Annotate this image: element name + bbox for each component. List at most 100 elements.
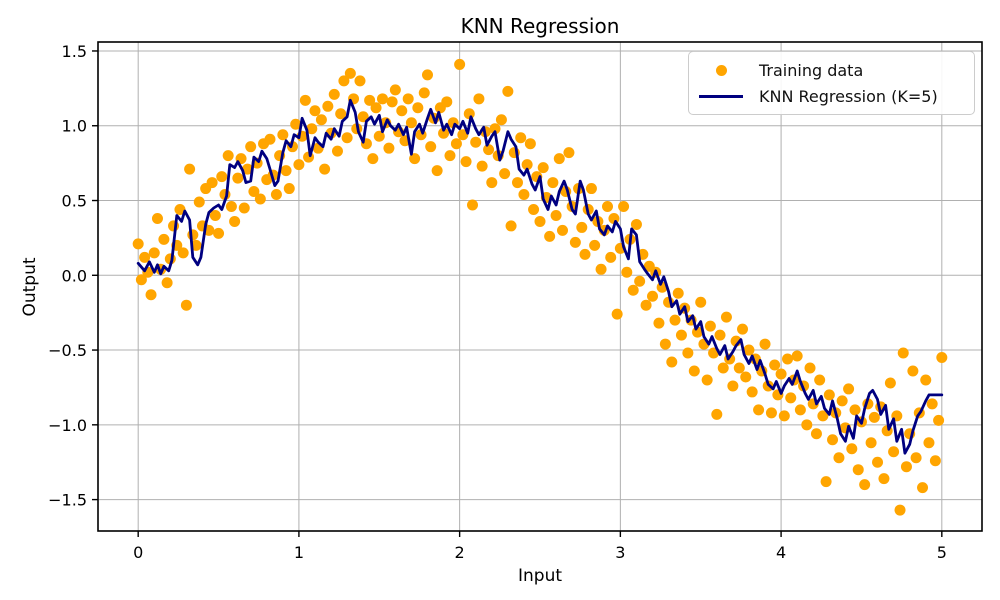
scatter-point [421, 69, 433, 81]
scatter-point [528, 203, 540, 215]
scatter-point [865, 437, 877, 449]
scatter-point [412, 102, 424, 114]
scatter-point [926, 398, 938, 410]
scatter-point [254, 193, 266, 205]
scatter-point [634, 275, 646, 287]
scatter-point [897, 347, 909, 359]
scatter-point [306, 123, 318, 135]
scatter-point [139, 251, 151, 263]
scatter-point [833, 452, 845, 464]
scatter-point [177, 247, 189, 259]
y-tick-label: −1.0 [48, 416, 87, 435]
scatter-point [229, 215, 241, 227]
scatter-point [518, 189, 530, 201]
scatter-point [534, 215, 546, 227]
scatter-point [309, 105, 321, 117]
scatter-point [515, 132, 527, 144]
scatter-point [672, 287, 684, 299]
scatter-point [521, 159, 533, 171]
scatter-point [550, 209, 562, 221]
scatter-point [557, 224, 569, 236]
scatter-point [341, 132, 353, 144]
scatter-point [923, 437, 935, 449]
chart-title: KNN Regression [460, 14, 620, 38]
scatter-point [499, 168, 511, 180]
scatter-point [563, 147, 575, 159]
scatter-point [872, 456, 884, 468]
scatter-point [589, 239, 601, 251]
scatter-point [823, 389, 835, 401]
scatter-point [270, 189, 282, 201]
scatter-point [711, 408, 723, 420]
scatter-point [746, 386, 758, 398]
axes-frame [97, 41, 983, 532]
scatter-point [714, 329, 726, 341]
scatter-point [933, 414, 945, 426]
scatter-point [454, 58, 466, 70]
scatter-point [769, 359, 781, 371]
legend: Training data KNN Regression (K=5) [688, 51, 975, 115]
scatter-point [483, 144, 495, 156]
scatter-point [389, 84, 401, 96]
scatter-point [704, 320, 716, 332]
scatter-point [775, 368, 787, 380]
scatter-point [524, 138, 536, 150]
scatter-point [701, 374, 713, 386]
training-data-dot-icon [715, 64, 727, 76]
scatter-point [675, 329, 687, 341]
legend-label-training-data: Training data [759, 60, 864, 80]
scatter-point [489, 123, 501, 135]
scatter-point [611, 308, 623, 320]
legend-marker-box [697, 94, 745, 98]
scatter-point [659, 338, 671, 350]
scatter-point [618, 200, 630, 212]
scatter-point [241, 163, 253, 175]
scatter-point [502, 85, 514, 97]
scatter-point [283, 183, 295, 195]
scatter-point [547, 177, 559, 189]
scatter-point [161, 277, 173, 289]
scatter-point [193, 196, 205, 208]
scatter-point [409, 153, 421, 165]
scatter-point [216, 171, 228, 183]
scatter-point [335, 108, 347, 120]
scatter-point [894, 504, 906, 516]
x-tick-label: 1 [294, 543, 304, 562]
scatter-point [605, 251, 617, 263]
scatter-point [466, 199, 478, 211]
y-tick-label: 1.5 [62, 42, 87, 61]
scatter-point [206, 177, 218, 189]
x-axis-label: Input [517, 566, 563, 586]
scatter-point [135, 274, 147, 286]
scatter-point [917, 482, 929, 494]
scatter-point [357, 111, 369, 123]
scatter-point [621, 266, 633, 278]
scatter-point [331, 145, 343, 157]
scatter-point [386, 96, 398, 108]
scatter-point [450, 138, 462, 150]
x-tick-label: 0 [133, 543, 143, 562]
scatter-point [640, 299, 652, 311]
scatter-point [132, 238, 144, 250]
scatter-point [511, 177, 523, 189]
scatter-point [460, 156, 472, 168]
scatter-point [849, 404, 861, 416]
scatter-point [929, 455, 941, 467]
scatter-point [836, 395, 848, 407]
scatter-point [148, 247, 160, 259]
scatter-point [425, 141, 437, 153]
scatter-point [418, 87, 430, 99]
legend-label-knn-regression: KNN Regression (K=5) [759, 86, 938, 106]
scatter-point [814, 374, 826, 386]
scatter-point [383, 142, 395, 154]
y-tick-label: 1.0 [62, 117, 87, 136]
knn-regression-line [136, 98, 944, 455]
scatter-point [820, 476, 832, 488]
scatter-point [495, 114, 507, 126]
scatter-point [338, 75, 350, 87]
scatter-point [936, 352, 948, 364]
scatter-point [470, 136, 482, 148]
scatter-point [627, 284, 639, 296]
y-tick-label: −0.5 [48, 341, 87, 360]
